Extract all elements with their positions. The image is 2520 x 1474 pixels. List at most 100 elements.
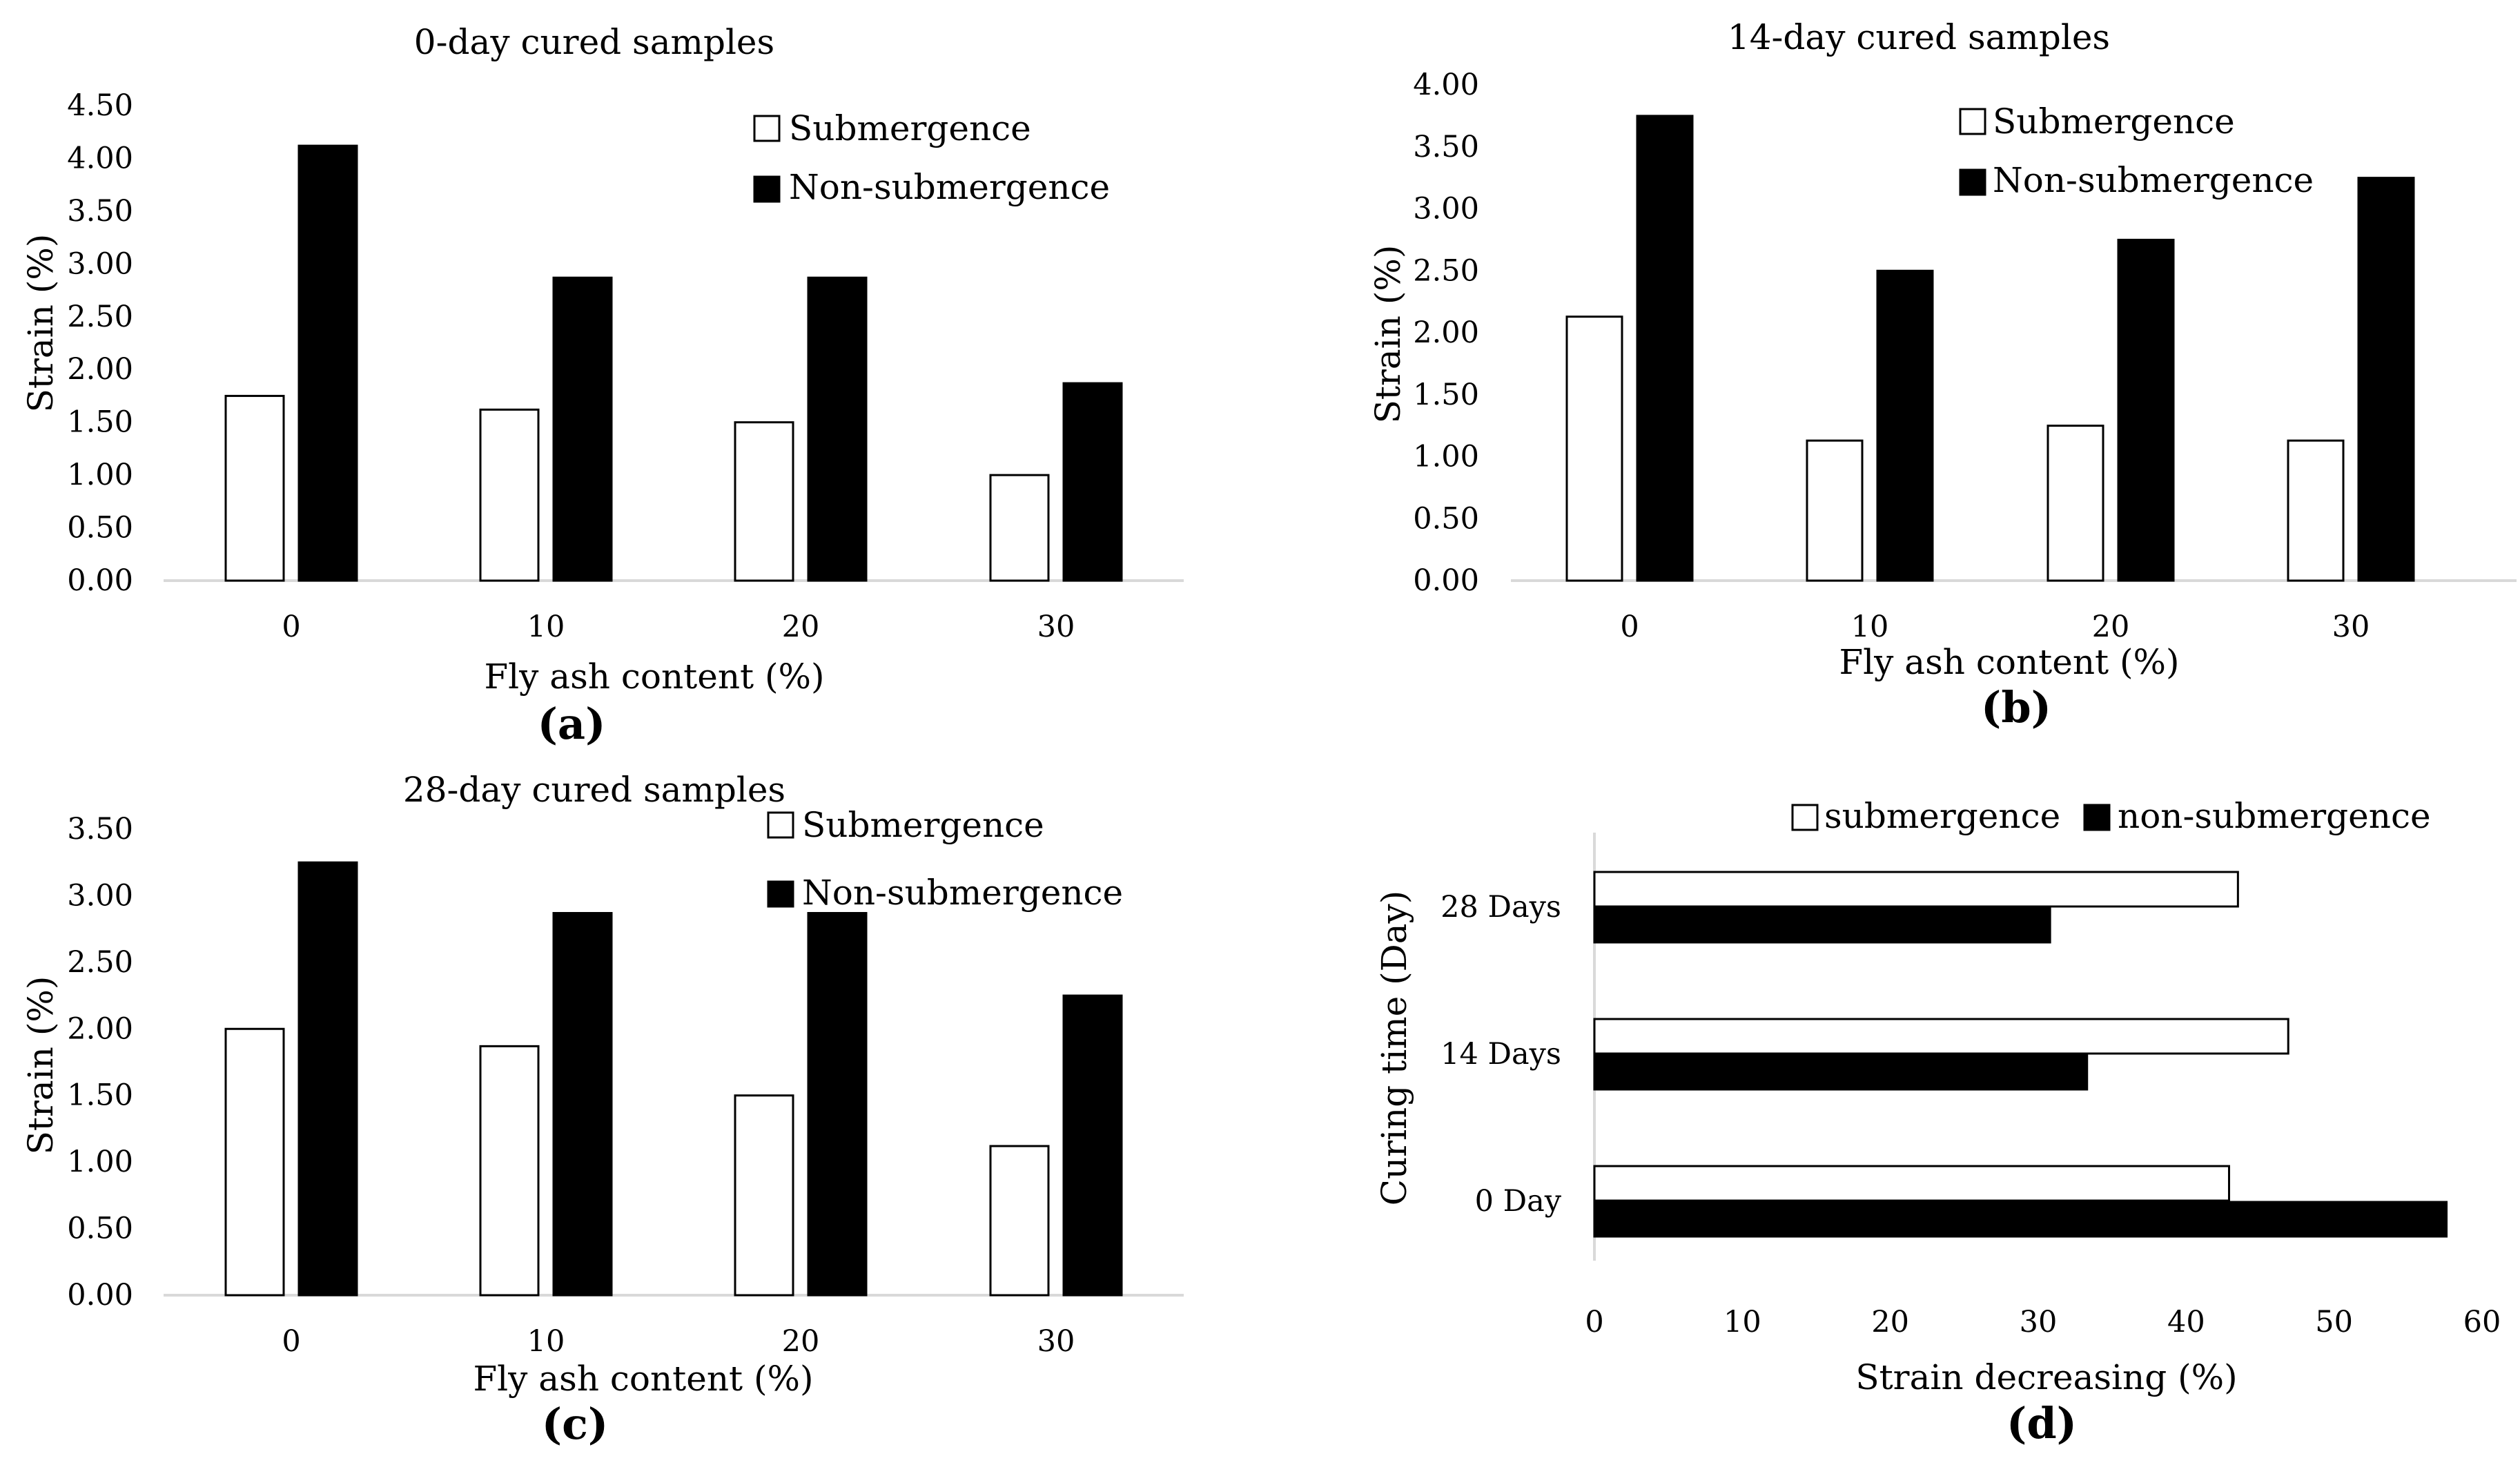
chart-b-panel-label: (b)	[1981, 682, 2051, 733]
chart-d-bar-non-submergence-14-days	[1593, 1054, 2089, 1091]
chart-c-legend: Submergence Non-submergence	[767, 805, 1123, 913]
chart-b-bar-non-submergence-30	[2357, 177, 2415, 582]
chart-b: 14-day cured samples 0.00 0.50 1.00 1.50 2.0…	[1368, 17, 2517, 733]
chart-b-xtick: 0	[1620, 610, 1639, 644]
chart-b-legend-submergence: Submergence	[1993, 101, 2235, 142]
chart-b-xtick: 10	[1851, 610, 1889, 644]
chart-b-bar-submergence-30	[2287, 439, 2345, 582]
chart-c-xtick: 10	[527, 1324, 565, 1359]
chart-d-bar-submergence-28-days	[1593, 871, 2239, 908]
chart-d-xtick: 40	[2167, 1305, 2205, 1339]
chart-c-bar-non-submergence-20	[807, 912, 868, 1297]
chart-b-legend-non-submergence: Non-submergence	[1993, 160, 2314, 200]
chart-b-xtick: 20	[2092, 610, 2130, 644]
chart-a-ytick: 0.00	[67, 563, 133, 598]
chart-d-ytick: 28 Days	[1440, 890, 1561, 924]
chart-a-bar-non-submergence-10	[552, 276, 613, 582]
chart-b-bar-non-submergence-10	[1876, 269, 1934, 582]
chart-c-bar-non-submergence-30	[1062, 994, 1123, 1297]
chart-c-xtick: 20	[782, 1324, 820, 1359]
chart-a-xtick: 10	[527, 610, 565, 644]
chart-a-ytick: 0.50	[67, 511, 133, 545]
chart-c-bar-non-submergence-0	[297, 861, 358, 1297]
chart-c-bar-submergence-10	[479, 1045, 540, 1297]
chart-c-ytick: 0.50	[67, 1212, 133, 1246]
chart-b-bar-submergence-10	[1806, 439, 1864, 582]
chart-a-bar-submergence-10	[479, 408, 540, 582]
chart-a-title: 0-day cured samples	[414, 22, 774, 62]
chart-b-xtick: 30	[2332, 610, 2370, 644]
chart-d-ylabel: Curing time (Day)	[1374, 891, 1414, 1206]
chart-a-ylabel: Strain (%)	[21, 234, 61, 413]
chart-d-legend-submergence-swatch	[1791, 804, 1819, 831]
chart-d-xtick: 0	[1585, 1305, 1603, 1339]
chart-c-bar-submergence-30	[989, 1145, 1050, 1297]
chart-c-ytick: 3.00	[67, 878, 133, 913]
chart-c-title: 28-day cured samples	[403, 770, 785, 810]
chart-a-ytick: 4.50	[67, 88, 133, 123]
chart-b-title: 14-day cured samples	[1728, 17, 2110, 57]
chart-a-bar-non-submergence-30	[1062, 382, 1123, 582]
chart-d-legend-submergence: submergence	[1824, 796, 2060, 836]
chart-d-panel-label: (d)	[2006, 1398, 2077, 1448]
chart-d-legend-non-submergence-swatch	[2083, 804, 2111, 831]
chart-c-ytick: 1.50	[67, 1078, 133, 1113]
chart-b-ylabel: Strain (%)	[1368, 245, 1408, 424]
chart-c-panel-label: (c)	[542, 1399, 608, 1449]
chart-d-legend: submergence non-submergence	[1791, 796, 2431, 836]
chart-c-xlabel: Fly ash content (%)	[473, 1359, 813, 1399]
chart-a-xlabel: Fly ash content (%)	[484, 657, 824, 697]
chart-c-legend-submergence-swatch	[767, 811, 794, 839]
chart-d-xtick: 30	[2020, 1305, 2058, 1339]
chart-a-legend-non-submergence-swatch	[753, 175, 781, 203]
chart-b-ytick: 1.50	[1413, 378, 1479, 412]
chart-b-ytick: 2.00	[1413, 316, 1479, 350]
chart-b-legend: Submergence Non-submergence	[1959, 101, 2314, 200]
chart-a-bar-non-submergence-0	[297, 144, 358, 582]
chart-c: 28-day cured samples 0.00 0.50 1.00 1.50 2.0…	[21, 770, 1184, 1449]
chart-a-legend-submergence-swatch	[753, 115, 781, 142]
chart-d-xtick: 60	[2463, 1305, 2501, 1339]
chart-d-ytick: 0 Day	[1475, 1184, 1562, 1219]
chart-d-xlabel: Strain decreasing (%)	[1855, 1357, 2237, 1397]
chart-c-xtick: 0	[282, 1324, 300, 1359]
chart-d-bar-submergence-0-day	[1593, 1165, 2230, 1202]
chart-b-ytick: 1.00	[1413, 440, 1479, 474]
chart-d-xtick: 10	[1723, 1305, 1761, 1339]
chart-c-xtick: 30	[1037, 1324, 1075, 1359]
chart-b-legend-non-submergence-swatch	[1959, 168, 1986, 196]
chart-a-legend-submergence: Submergence	[789, 108, 1031, 148]
chart-b-bar-non-submergence-20	[2117, 238, 2175, 582]
chart-b-bar-non-submergence-0	[1636, 115, 1694, 582]
chart-c-bar-submergence-20	[734, 1094, 794, 1297]
chart-a-legend: Submergence Non-submergence	[753, 108, 1110, 207]
chart-b-ytick: 0.50	[1413, 501, 1479, 536]
chart-d-xtick: 50	[2315, 1305, 2353, 1339]
chart-a-ytick: 1.00	[67, 458, 133, 492]
chart-b-ytick: 2.50	[1413, 253, 1479, 288]
chart-a-xtick: 0	[282, 610, 300, 644]
chart-c-ylabel: Strain (%)	[21, 976, 61, 1155]
chart-a-ytick: 3.50	[67, 194, 133, 229]
chart-b-ytick: 3.00	[1413, 192, 1479, 226]
chart-d-bar-non-submergence-0-day	[1593, 1201, 2448, 1238]
chart-b-ytick: 4.00	[1413, 68, 1479, 102]
chart-c-ytick: 0.00	[67, 1278, 133, 1312]
chart-b-legend-submergence-swatch	[1959, 108, 1986, 135]
chart-b-xlabel: Fly ash content (%)	[1839, 642, 2179, 682]
chart-c-bar-submergence-0	[224, 1027, 285, 1297]
chart-d-bar-submergence-14-days	[1593, 1018, 2289, 1055]
chart-a-ytick: 3.00	[67, 246, 133, 281]
chart-a-panel-label: (a)	[538, 699, 606, 749]
chart-b-ytick: 3.50	[1413, 130, 1479, 164]
chart-c-ytick: 2.00	[67, 1011, 133, 1046]
chart-a: 0-day cured samples 0.00 0.50 1.00 1.50 2.00…	[21, 22, 1184, 749]
chart-c-ytick: 3.50	[67, 812, 133, 846]
chart-a-legend-non-submergence: Non-submergence	[789, 167, 1110, 207]
chart-c-ytick: 1.00	[67, 1145, 133, 1179]
chart-a-xtick: 30	[1037, 610, 1075, 644]
chart-c-bar-non-submergence-10	[552, 912, 613, 1297]
chart-a-bar-submergence-30	[989, 474, 1050, 582]
chart-c-legend-submergence: Submergence	[802, 805, 1044, 845]
